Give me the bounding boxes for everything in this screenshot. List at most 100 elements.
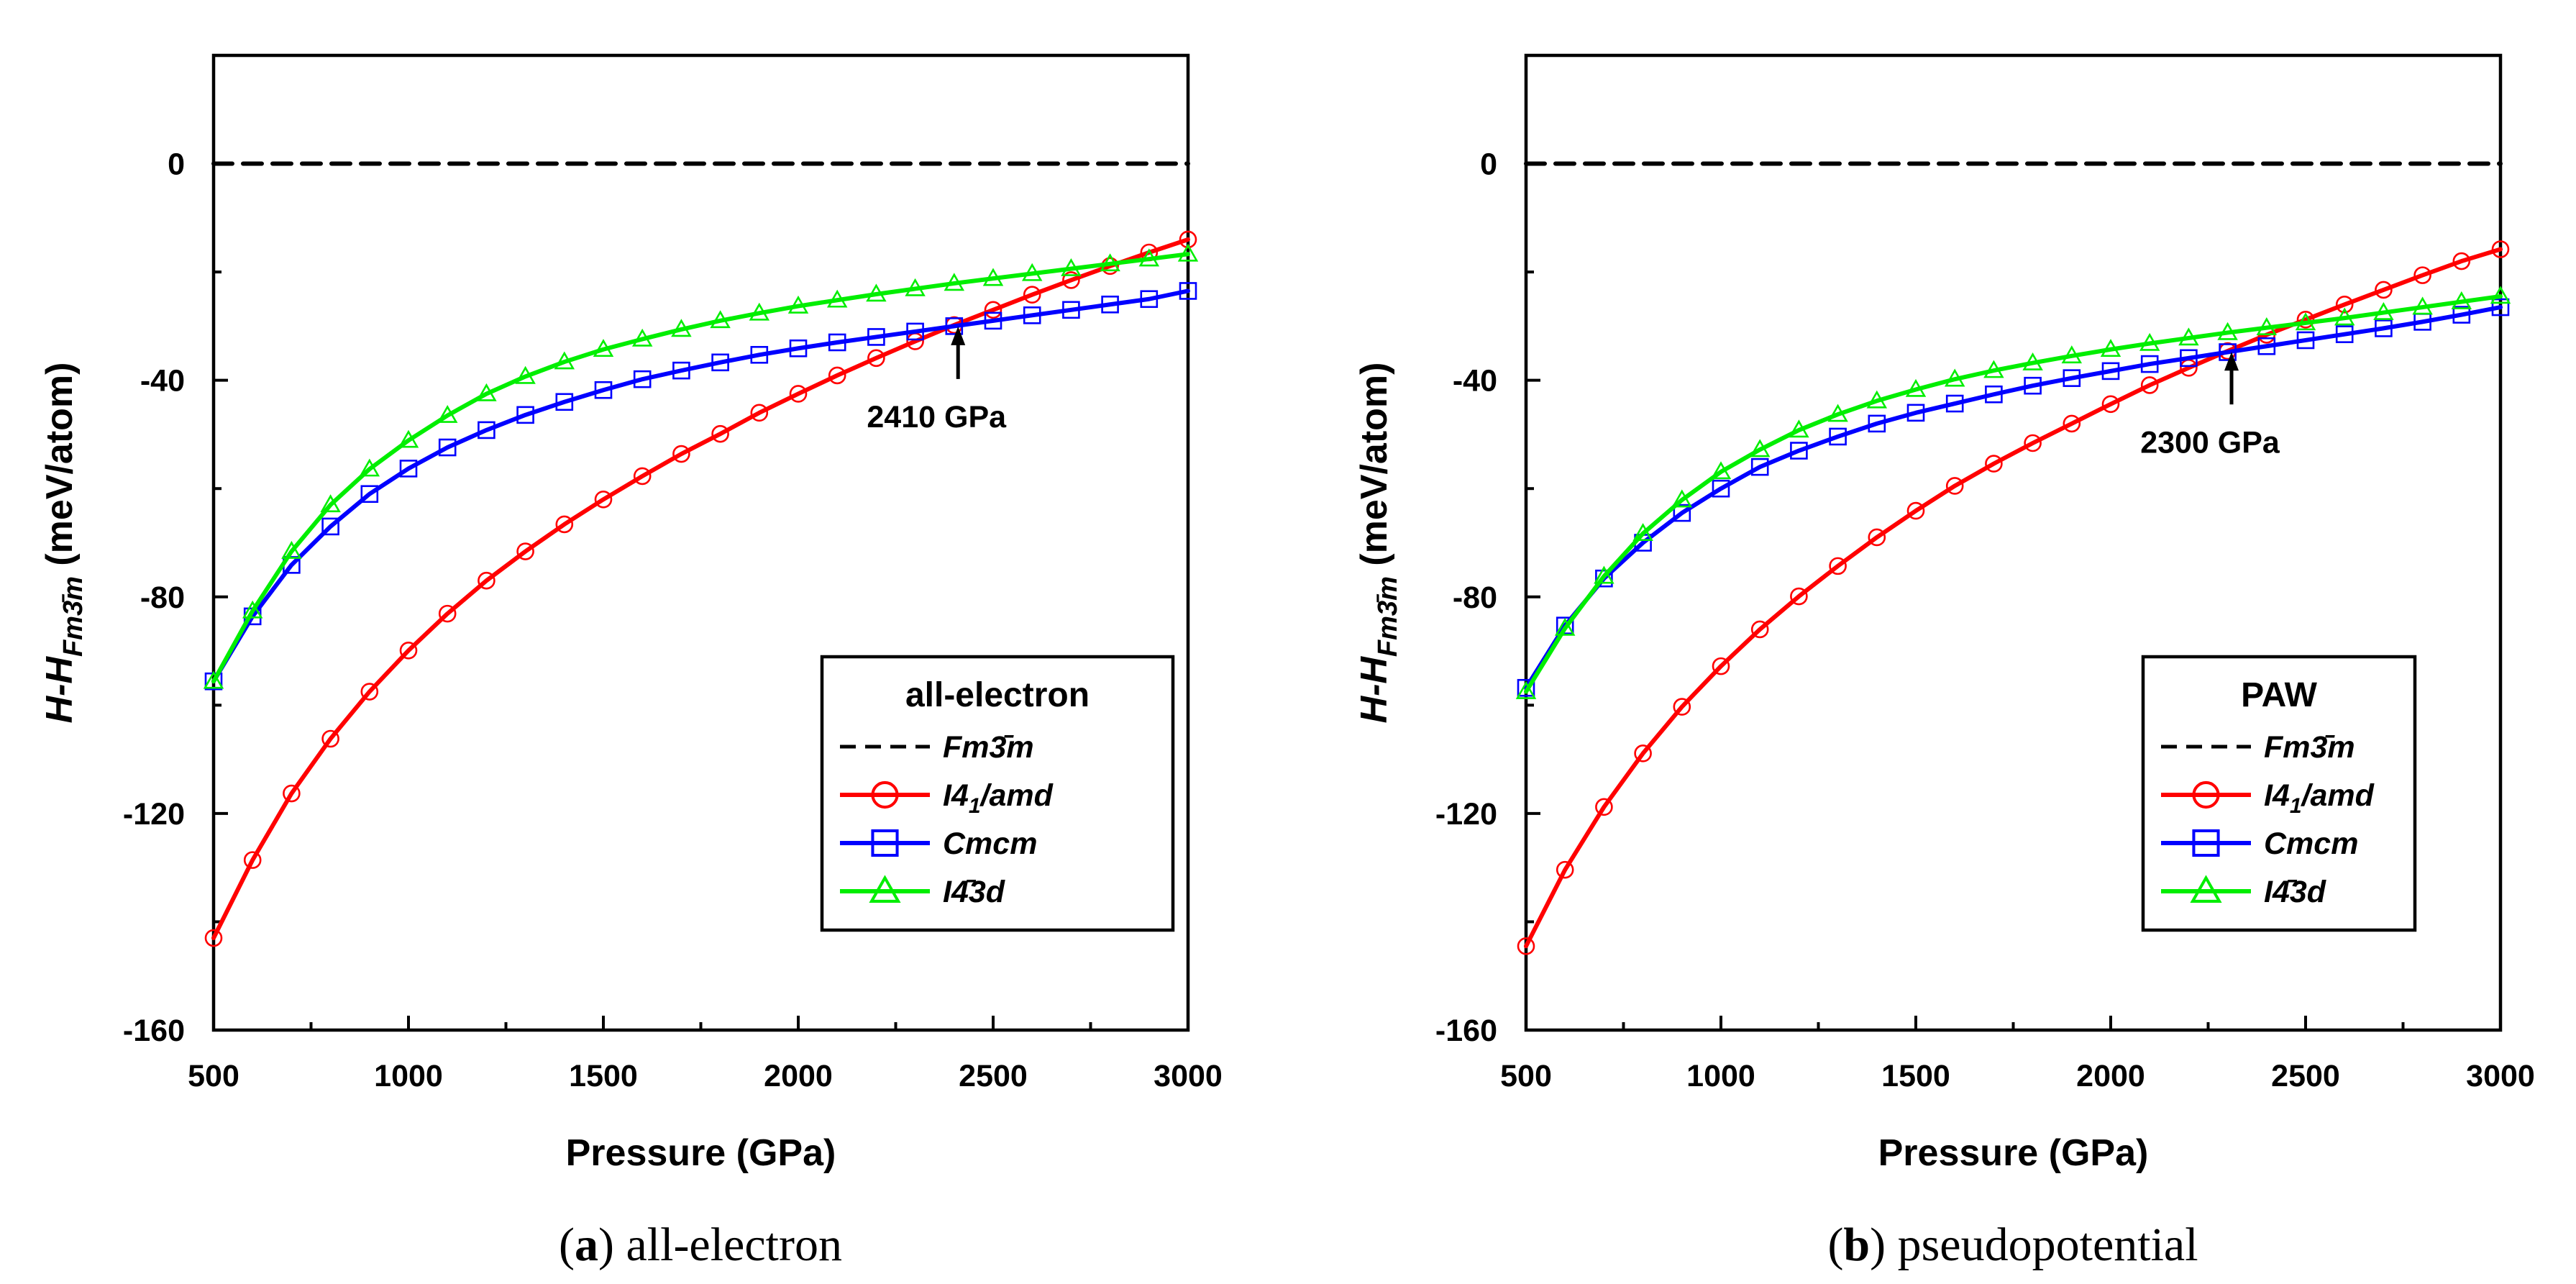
panel-b-series-line-3 (1524, 293, 2503, 694)
data-point-square-5 (399, 460, 418, 478)
data-point-circle-23 (2413, 266, 2431, 284)
data-point-square-3 (321, 517, 339, 536)
data-point-circle-13 (2024, 434, 2042, 452)
panel-b-x-tick-label: 3000 (2466, 1059, 2535, 1093)
data-point-square-0 (1517, 678, 1535, 697)
data-point-square-11 (633, 370, 652, 388)
panel-b-series-3 (1515, 286, 2511, 699)
data-point-triangle-9 (554, 351, 575, 370)
data-point-triangle-24 (1138, 248, 1160, 267)
panel-b-series-1 (1517, 240, 2510, 955)
data-point-circle-4 (360, 683, 379, 701)
data-point-square-14 (2063, 369, 2081, 387)
data-point-circle-16 (2140, 376, 2159, 394)
data-point-square-7 (478, 421, 495, 440)
data-point-square-22 (1062, 301, 1080, 319)
data-point-square-6 (1750, 457, 1769, 476)
data-point-square-22 (2375, 319, 2393, 337)
panel-a-caption-text: all-electron (614, 1219, 842, 1271)
data-point-triangle-7 (476, 383, 497, 401)
data-point-triangle-9 (1866, 390, 1888, 409)
panel-a-series-2 (204, 282, 1197, 691)
panel-a-annotation-label: 2410 GPa (867, 400, 1007, 434)
data-point-circle-17 (867, 349, 885, 368)
data-point-triangle-15 (2100, 339, 2121, 358)
data-point-triangle-2 (281, 540, 302, 559)
data-point-triangle-21 (2334, 307, 2355, 326)
data-point-square-17 (867, 328, 885, 346)
data-point-triangle-22 (1061, 258, 1082, 276)
data-point-square-15 (2101, 362, 2120, 381)
data-point-triangle-6 (1749, 439, 1771, 457)
data-point-triangle-4 (1671, 489, 1693, 508)
panel-a-caption-label: a (575, 1219, 598, 1271)
data-point-square-6 (438, 438, 457, 457)
panel-a-legend: all-electron Fm3̄m I41/amd Cmcm I4̄3d (820, 655, 1175, 932)
panel-b-annotation: 2300 GPa (2140, 352, 2280, 460)
data-point-circle-9 (1868, 528, 1886, 547)
panel-a-y-tick-label: -80 (140, 580, 185, 615)
data-point-square-8 (516, 406, 534, 424)
panel-b-legend-marker-2 (2192, 829, 2220, 857)
data-point-triangle-8 (1827, 404, 1848, 422)
data-point-circle-12 (672, 445, 690, 463)
data-point-square-4 (1673, 504, 1691, 522)
data-point-triangle-5 (398, 429, 419, 448)
panel-a-legend-label-1: I41/amd (943, 778, 1054, 818)
data-point-square-8 (1829, 427, 1847, 446)
data-point-triangle-1 (242, 600, 263, 619)
panel-b-legend-label-sub: 1 (2290, 794, 2302, 818)
panel-a-x-tick-label: 2500 (959, 1059, 1028, 1093)
data-point-circle-legend (871, 780, 899, 809)
panel-a: 500 1000 1500 2000 2500 3000 0 -40 -80 -120 -160 Pr… (39, 53, 1223, 1271)
panel-a-y-axis-title: H-HFm3̄m (meV/atom) (39, 363, 88, 724)
data-point-triangle-24 (2451, 291, 2472, 309)
data-point-square-16 (2140, 355, 2159, 373)
data-point-circle-7 (1790, 587, 1808, 606)
data-point-square-legend (2192, 829, 2220, 857)
data-point-circle-25 (2491, 240, 2510, 258)
panel-a-y-axis-title-main: H-H (39, 656, 81, 724)
data-point-circle-21 (1023, 286, 1041, 304)
panel-a-series-3 (203, 243, 1199, 689)
data-point-square-25 (1179, 282, 1197, 300)
data-point-triangle-19 (2256, 317, 2278, 335)
data-point-circle-2 (1595, 798, 1613, 816)
panel-a-legend-label-part: /amd (979, 778, 1054, 813)
data-point-square-12 (672, 361, 690, 380)
data-point-square-1 (1556, 616, 1574, 634)
panel-a-legend-label-sub: 1 (969, 794, 981, 818)
panel-b-series-2 (1517, 298, 2510, 697)
panel-a-x-tick-label: 1000 (374, 1059, 443, 1093)
panel-a-x-tick-label: 500 (188, 1059, 239, 1093)
data-point-circle-3 (1634, 745, 1652, 762)
panel-a-legend-label-0: Fm3̄m (943, 730, 1034, 765)
data-point-circle-10 (594, 490, 613, 509)
data-point-circle-16 (828, 366, 846, 385)
panel-b-x-axis-title: Pressure (GPa) (1878, 1132, 2149, 1174)
panel-a-legend-label-2: Cmcm (943, 827, 1037, 861)
data-point-circle-12 (1985, 455, 2003, 473)
panel-a-x-tick-label: 1500 (569, 1059, 638, 1093)
panel-a-x-axis-title: Pressure (GPa) (566, 1132, 836, 1174)
data-point-square-19 (2257, 337, 2276, 355)
data-point-circle-15 (789, 385, 808, 403)
data-point-triangle-0 (203, 670, 224, 689)
data-point-square-21 (2335, 325, 2354, 343)
data-point-square-19 (945, 317, 964, 335)
data-point-square-13 (2024, 376, 2042, 395)
data-point-square-11 (1945, 394, 1964, 413)
data-point-square-4 (360, 485, 379, 504)
panel-a-legend-marker-2 (871, 829, 899, 857)
panel-b-x-tick-label: 2000 (2076, 1059, 2145, 1093)
panel-a-x-tick-label: 2000 (764, 1059, 833, 1093)
data-point-circle-7 (478, 571, 495, 590)
data-point-triangle-18 (2217, 322, 2238, 340)
panel-b: 500 1000 1500 2000 2500 3000 0 -40 -80 -120 -160 Pr… (1353, 53, 2535, 1271)
data-point-triangle-legend (2190, 875, 2222, 903)
panel-a-y-tick-label: 0 (168, 147, 185, 182)
data-point-circle-20 (2296, 311, 2315, 329)
data-point-triangle-12 (671, 319, 692, 337)
data-point-square-9 (555, 393, 574, 411)
